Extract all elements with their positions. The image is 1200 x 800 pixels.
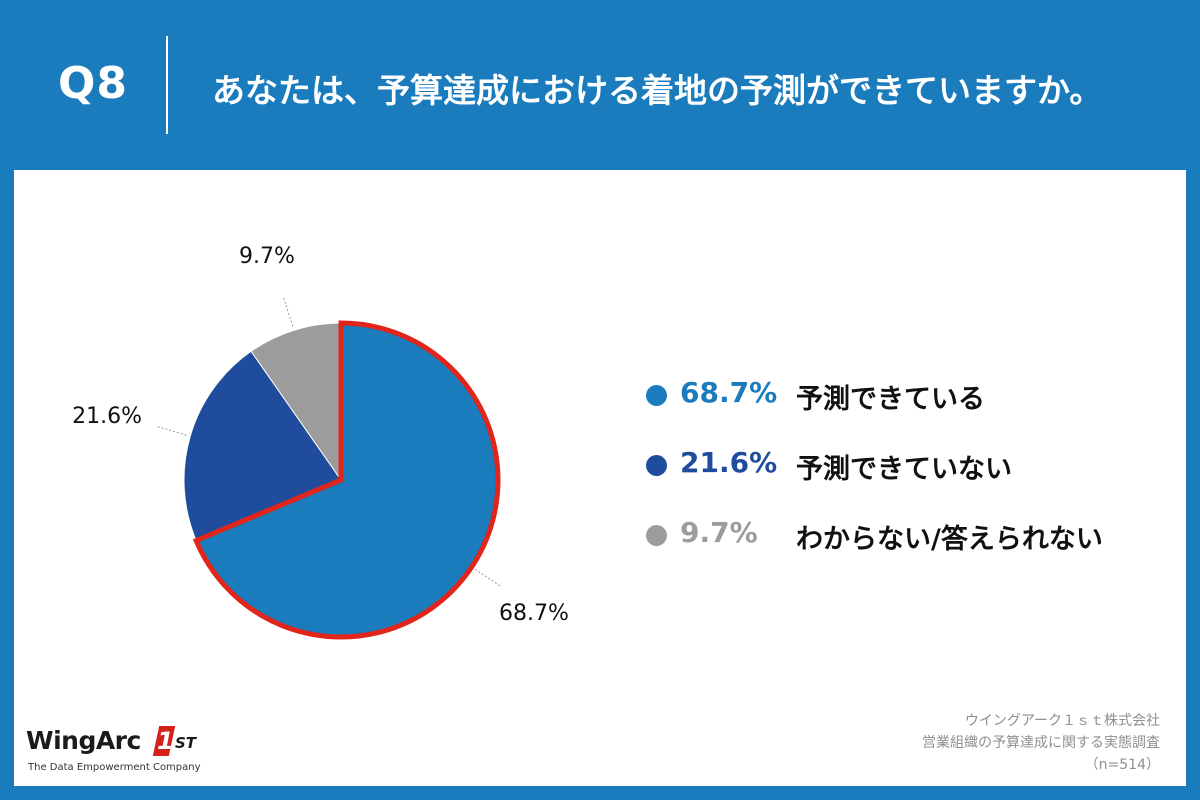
pie-chart: 68.7% 21.6% 9.7%	[72, 244, 569, 640]
legend-percent: 9.7%	[680, 516, 758, 549]
header: Q8 あなたは、予算達成における着地の予測ができていますか。	[0, 0, 1200, 170]
source-credits: ウイングアーク１ｓｔ株式会社 営業組織の予算達成に関する実態調査 （n=514）	[922, 710, 1160, 776]
header-divider	[166, 36, 168, 134]
slice-label: 9.7%	[239, 244, 295, 269]
legend-item: 68.7% 予測できている	[646, 376, 1166, 446]
question-number: Q8	[58, 58, 129, 109]
legend-dot	[646, 525, 667, 546]
pie-slice	[183, 350, 342, 542]
legend-percent: 68.7%	[680, 376, 778, 409]
legend-label: 予測できている	[796, 384, 985, 415]
logo-mark-number: 1	[157, 727, 174, 755]
legend-label: 予測できていない	[796, 454, 1012, 485]
credit-sample: （n=514）	[1084, 757, 1160, 773]
logo-suffix: ST	[175, 734, 197, 752]
leader-line	[474, 568, 502, 588]
legend-item: 21.6% 予測できていない	[646, 446, 1166, 516]
slice-label: 68.7%	[499, 601, 569, 626]
legend-label: わからない/答えられない	[796, 524, 1103, 555]
logo-wordmark: WingArc	[26, 726, 141, 755]
leader-line	[155, 425, 187, 436]
chart-panel: 68.7% 21.6% 9.7% 68.7% 予測できている 21.6% 予測できて…	[14, 170, 1186, 786]
credit-survey: 営業組織の予算達成に関する実態調査	[922, 735, 1160, 751]
question-text: あなたは、予算達成における着地の予測ができていますか。	[212, 71, 1103, 110]
legend-percent: 21.6%	[680, 446, 778, 479]
pie-slice	[250, 322, 342, 482]
slice-label: 21.6%	[72, 404, 142, 429]
legend-dot	[646, 455, 667, 476]
pie-slice	[192, 320, 501, 640]
leader-line	[282, 295, 294, 327]
credit-company: ウイングアーク１ｓｔ株式会社	[964, 713, 1160, 729]
legend-item: 9.7% わからない/答えられない	[646, 516, 1166, 586]
company-logo: WingArc 1 ST The Data Empowerment Compan…	[26, 726, 201, 780]
legend-dot	[646, 385, 667, 406]
logo-tagline: The Data Empowerment Company	[28, 762, 201, 773]
legend: 68.7% 予測できている 21.6% 予測できていない 9.7% わからない/…	[646, 376, 1166, 586]
